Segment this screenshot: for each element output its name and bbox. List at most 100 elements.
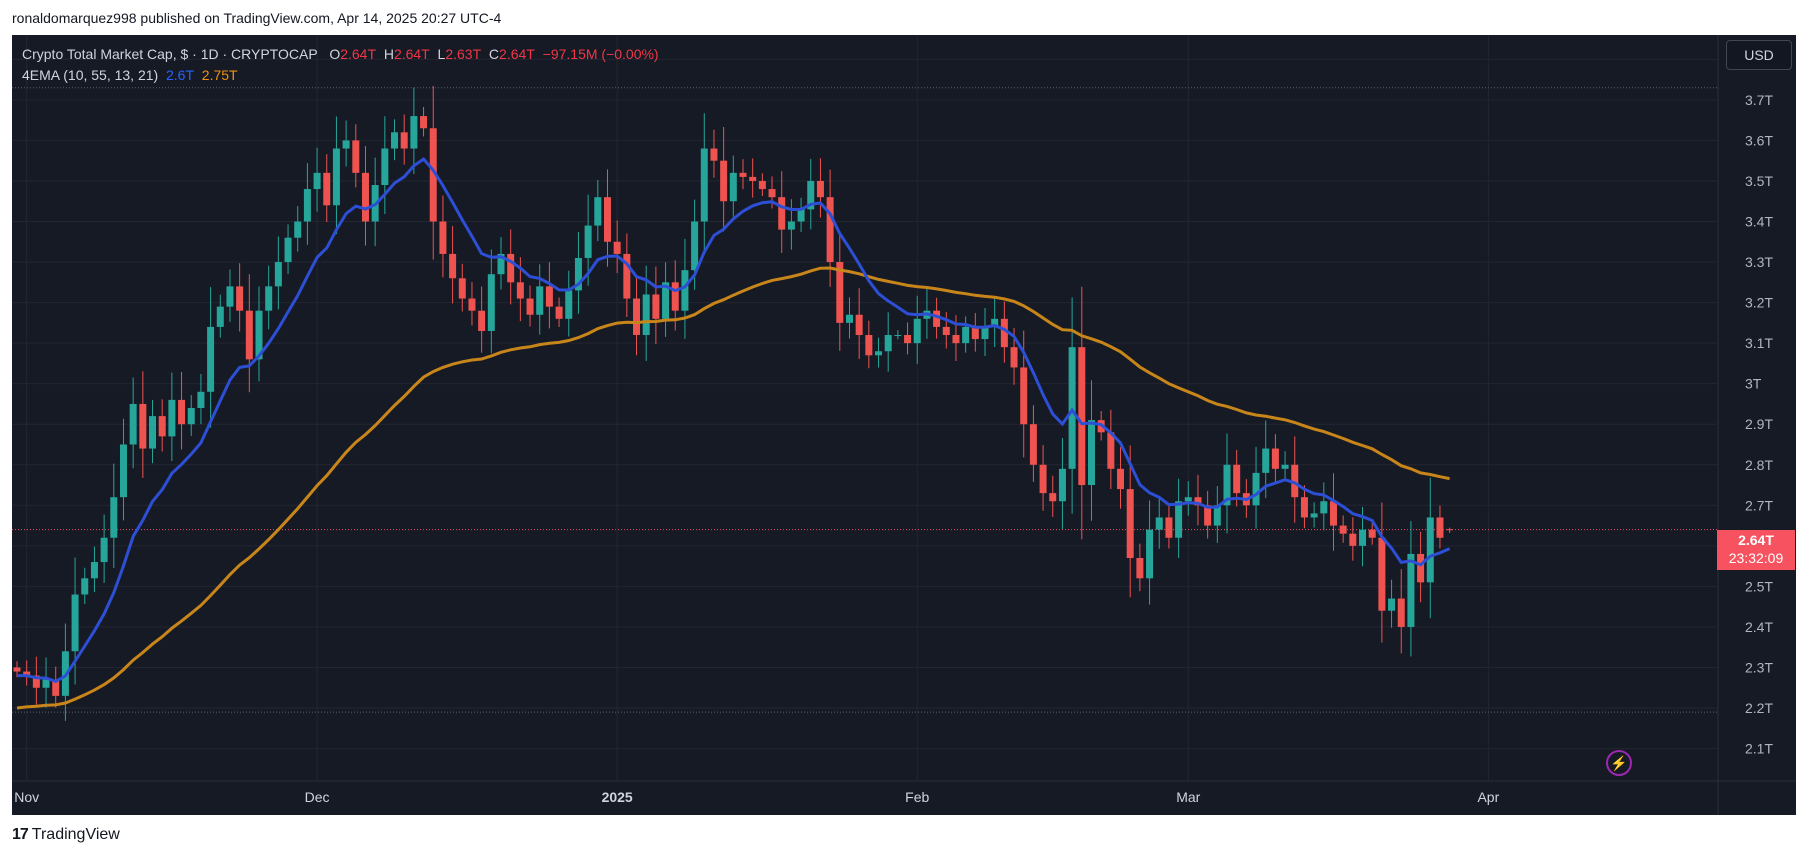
high-label: H [383, 46, 394, 62]
candle-body [526, 298, 534, 315]
lightning-icon[interactable]: ⚡ [1606, 750, 1632, 776]
y-tick-label: 3T [1745, 376, 1762, 392]
candle-body [187, 408, 195, 425]
candle-body [1359, 529, 1367, 546]
candle-body [942, 326, 950, 336]
ema-fast-value: 2.6T [165, 67, 194, 83]
candle-body [739, 172, 747, 177]
candle-body [884, 335, 892, 352]
currency-button[interactable]: USD [1726, 40, 1792, 70]
indicator-title[interactable]: 4EMA (10, 55, 13, 21) [22, 67, 159, 83]
y-tick-label: 3.1T [1745, 335, 1773, 351]
candle-body [797, 209, 805, 222]
candle-body [391, 132, 399, 149]
candle-body [255, 310, 263, 360]
candle-body [1194, 497, 1202, 506]
candle-body [516, 282, 524, 299]
close-label: C [488, 46, 500, 62]
candle-body [1184, 497, 1192, 502]
candle-body [584, 225, 592, 258]
candle-body [420, 116, 428, 129]
candle-body [71, 594, 79, 652]
candle-body [778, 197, 786, 230]
candle-body [303, 189, 311, 222]
candle-body [700, 148, 708, 222]
y-tick-label: 2.9T [1745, 416, 1773, 432]
candle-body [603, 197, 611, 242]
y-tick-label: 3.6T [1745, 132, 1773, 148]
y-tick-label: 2.7T [1745, 497, 1773, 513]
candle-body [313, 172, 321, 190]
candle-body [468, 298, 476, 311]
candle-body [545, 286, 553, 307]
chart-pane[interactable]: 2.1T 2.2T 2.3T 2.4T 2.5T 2.6T 2.7T 2.8T 2.9T 3T 3.… [12, 35, 1796, 815]
candle-body [90, 562, 98, 579]
candle-body [81, 578, 89, 595]
candle-body [1155, 517, 1163, 530]
y-tick-label: 3.2T [1745, 295, 1773, 311]
candle-body [768, 189, 776, 198]
candle-body [449, 253, 457, 279]
candle-body [1368, 529, 1376, 538]
candle-body [119, 444, 127, 498]
candle-body [168, 399, 176, 437]
symbol-title[interactable]: Crypto Total Market Cap, $ · 1D · CRYPTO… [22, 46, 318, 62]
candle-body [1020, 367, 1028, 425]
candle-body [623, 253, 631, 299]
candle-body [216, 306, 224, 327]
candle-body [1175, 501, 1183, 538]
candle-body [826, 197, 834, 263]
candle-body [816, 180, 824, 198]
candle-body [52, 679, 60, 696]
y-tick-label: 2.4T [1745, 619, 1773, 635]
candle-body [1320, 501, 1328, 514]
candle-body [1029, 424, 1037, 465]
candle-body [536, 286, 544, 315]
candle-body [1223, 464, 1231, 506]
candle-body [1329, 501, 1337, 526]
candle-body [1271, 448, 1279, 469]
candle-body [613, 241, 621, 254]
reference-lines [12, 87, 1718, 713]
candle-body [662, 282, 670, 319]
candle-body [197, 391, 205, 408]
candle-body [1213, 505, 1221, 526]
candle-body [671, 282, 679, 311]
candle-body [1388, 598, 1396, 611]
last-price-value: 2.64T [1738, 532, 1774, 548]
ema-slow-value: 2.75T [201, 67, 238, 83]
candle-body [729, 172, 737, 202]
candle-body [23, 671, 31, 676]
candle-body [429, 128, 437, 222]
x-tick-label: Feb [905, 789, 929, 805]
x-tick-label: Dec [305, 789, 330, 805]
low-value: 2.63T [445, 46, 482, 62]
candle-body [1087, 420, 1095, 486]
candle-body [574, 257, 582, 291]
candle-body [787, 221, 795, 230]
open-value: 2.64T [340, 46, 377, 62]
candle-body [284, 237, 292, 263]
candle-body [497, 253, 505, 275]
chart-legend: Crypto Total Market Cap, $ · 1D · CRYPTO… [22, 44, 659, 86]
candlestick-chart[interactable]: 2.1T 2.2T 2.3T 2.4T 2.5T 2.6T 2.7T 2.8T 2.9T 3T 3.… [12, 35, 1796, 815]
x-tick-label: Apr [1477, 789, 1499, 805]
candle-body [1039, 464, 1047, 494]
candle-body [400, 132, 408, 149]
ema-fast-line [17, 156, 1451, 684]
y-tick-label: 3.7T [1745, 92, 1773, 108]
candle-body [1339, 525, 1347, 534]
candle-body [1010, 347, 1018, 368]
candle-countdown: 23:32:09 [1728, 550, 1784, 566]
x-tick-label: 2025 [602, 789, 633, 805]
candle-body [274, 262, 282, 287]
candle-body [342, 140, 350, 149]
candle-body [807, 180, 815, 210]
candle-body [507, 253, 515, 283]
candle-body [1136, 558, 1144, 579]
x-tick-label: Mar [1176, 789, 1200, 805]
candle-body [13, 667, 21, 672]
ema-lines [16, 156, 1451, 710]
candle-body [962, 326, 970, 344]
candle-body [952, 335, 960, 344]
